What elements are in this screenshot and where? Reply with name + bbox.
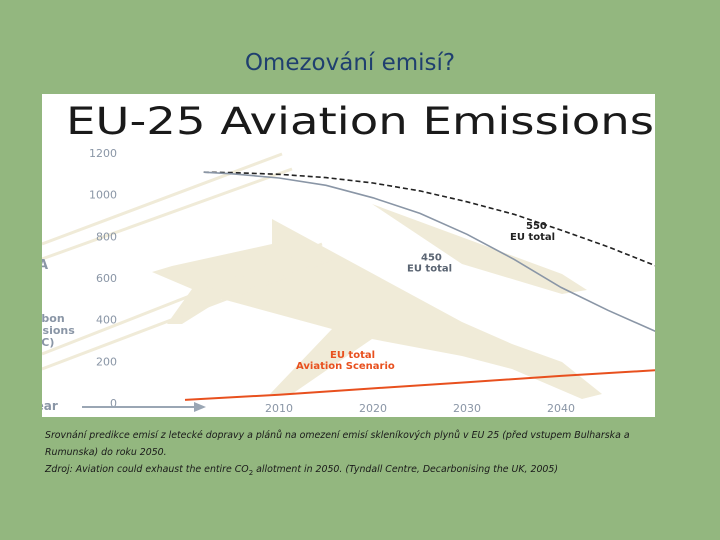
series-label: EU total: [510, 232, 555, 243]
y-tick-labels: 0 200 400 600 800 1000 1200: [89, 147, 117, 410]
x-axis-label: Year: [42, 399, 58, 413]
series-label: EU total: [407, 263, 452, 274]
y-tick-label: 200: [96, 355, 117, 368]
series-label: EU total: [330, 350, 375, 361]
caption-source-rest: allotment in 2050. (Tyndall Centre, Deca…: [253, 464, 559, 475]
series-line: [203, 171, 655, 267]
y-tick-label: 1000: [89, 189, 117, 202]
y-axis-label-line: tC): [42, 336, 54, 349]
caption-source-subscript: 2: [248, 468, 254, 477]
y-tick-label: 0: [110, 397, 117, 410]
series-label: 450: [421, 252, 442, 263]
caption-source-text: Zdroj: Aviation could exhaust the entire…: [45, 464, 249, 475]
emissions-chart: EU-25 Aviation Emissions 0 200 400 600 800 10…: [42, 100, 655, 415]
x-tick-label: 2040: [547, 402, 575, 415]
x-tick-labels: 2010 2020 2030 2040: [265, 402, 575, 415]
chart-title: EU-25 Aviation Emissions: [66, 100, 654, 143]
x-tick-label: 2030: [453, 402, 481, 415]
caption-description: Srovnání predikce emisí z letecké doprav…: [45, 430, 630, 458]
x-tick-label: 2020: [359, 402, 387, 415]
caption-source: Zdroj: Aviation could exhaust the entire…: [45, 461, 685, 482]
y-axis-label: rbonssionstC): [42, 312, 75, 349]
series-line: [203, 171, 655, 332]
y-axis-label-line: rbon: [42, 312, 65, 325]
x-axis-arrow: [82, 402, 206, 412]
x-tick-label: 2010: [265, 402, 293, 415]
contrail-lines: [42, 152, 333, 371]
y-tick-label: 600: [96, 272, 117, 285]
chart-panel: EU-25 Aviation Emissions 0 200 400 600 800 10…: [42, 94, 655, 417]
y-tick-label: 800: [96, 230, 117, 243]
slide-title: Omezování emisí?: [244, 50, 456, 76]
caption: Srovnání predikce emisí z letecké doprav…: [45, 427, 685, 482]
series-label: 550: [526, 221, 547, 232]
y-tick-label: 1200: [89, 147, 117, 160]
series-line: [184, 369, 655, 401]
y-tick-label: 400: [96, 314, 117, 327]
left-fragment: A: [42, 258, 48, 273]
series-label: Aviation Scenario: [296, 361, 395, 372]
y-axis-label-line: ssions: [42, 324, 75, 337]
